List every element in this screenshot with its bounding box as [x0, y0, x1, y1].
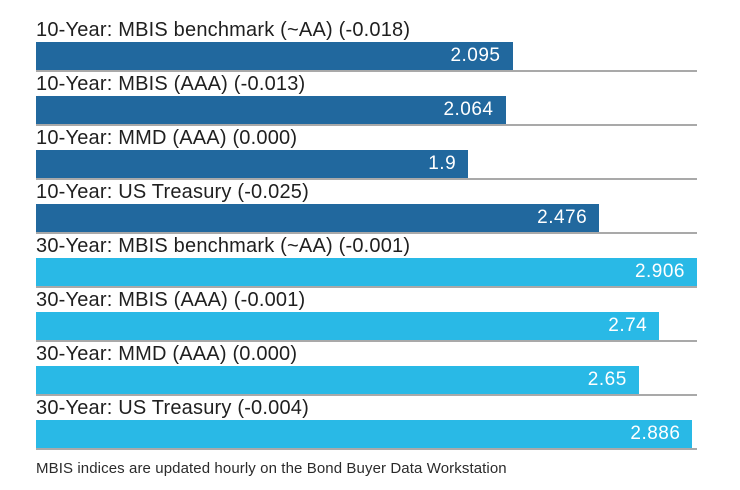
chart-row: 30-Year: MBIS (AAA) (-0.001) 2.74 [36, 288, 697, 342]
bar: 2.886 [36, 420, 693, 448]
bar-label: 30-Year: MBIS (AAA) (-0.001) [36, 289, 306, 311]
bar-value-label: 2.064 [443, 99, 494, 120]
bar-value-label: 2.886 [630, 423, 681, 444]
bar-track: 2.65 [36, 366, 697, 394]
bar-label: 10-Year: MMD (AAA) (0.000) [36, 127, 298, 149]
bar-value-label: 2.476 [537, 207, 588, 228]
bar-label: 30-Year: MMD (AAA) (0.000) [36, 343, 298, 365]
bar-track: 2.906 [36, 258, 697, 286]
bar-label: 10-Year: MBIS benchmark (~AA) (-0.018) [36, 19, 411, 41]
bar-track: 2.74 [36, 312, 697, 340]
bar: 2.65 [36, 366, 639, 394]
bar: 1.9 [36, 150, 469, 178]
chart-row: 10-Year: US Treasury (-0.025) 2.476 [36, 180, 697, 234]
bar-value-label: 2.095 [450, 45, 501, 66]
chart-row: 10-Year: MBIS (AAA) (-0.013) 2.064 [36, 72, 697, 126]
bar-track: 2.095 [36, 42, 697, 70]
bar-track: 1.9 [36, 150, 697, 178]
bar: 2.476 [36, 204, 600, 232]
bar-track: 2.476 [36, 204, 697, 232]
chart-row: 30-Year: US Treasury (-0.004) 2.886 [36, 396, 697, 450]
bar-value-label: 1.9 [428, 153, 457, 174]
bar-label: 10-Year: US Treasury (-0.025) [36, 181, 309, 203]
bar-value-label: 2.65 [587, 369, 627, 390]
bar-label: 30-Year: US Treasury (-0.004) [36, 397, 309, 419]
bar-label: 30-Year: MBIS benchmark (~AA) (-0.001) [36, 235, 411, 257]
bar-track: 2.886 [36, 420, 697, 448]
chart-footnote: MBIS indices are updated hourly on the B… [36, 460, 507, 477]
bar: 2.74 [36, 312, 660, 340]
chart-rows: 10-Year: MBIS benchmark (~AA) (-0.018) 2… [36, 18, 697, 450]
bar: 2.064 [36, 96, 506, 124]
chart-row: 30-Year: MMD (AAA) (0.000) 2.65 [36, 342, 697, 396]
bar-track: 2.064 [36, 96, 697, 124]
chart-row: 10-Year: MBIS benchmark (~AA) (-0.018) 2… [36, 18, 697, 72]
bar: 2.095 [36, 42, 513, 70]
bar-value-label: 2.74 [608, 315, 648, 336]
chart-row: 30-Year: MBIS benchmark (~AA) (-0.001) 2… [36, 234, 697, 288]
bar-value-label: 2.906 [634, 261, 685, 282]
bar-label: 10-Year: MBIS (AAA) (-0.013) [36, 73, 306, 95]
bar: 2.906 [36, 258, 697, 286]
chart-row: 10-Year: MMD (AAA) (0.000) 1.9 [36, 126, 697, 180]
